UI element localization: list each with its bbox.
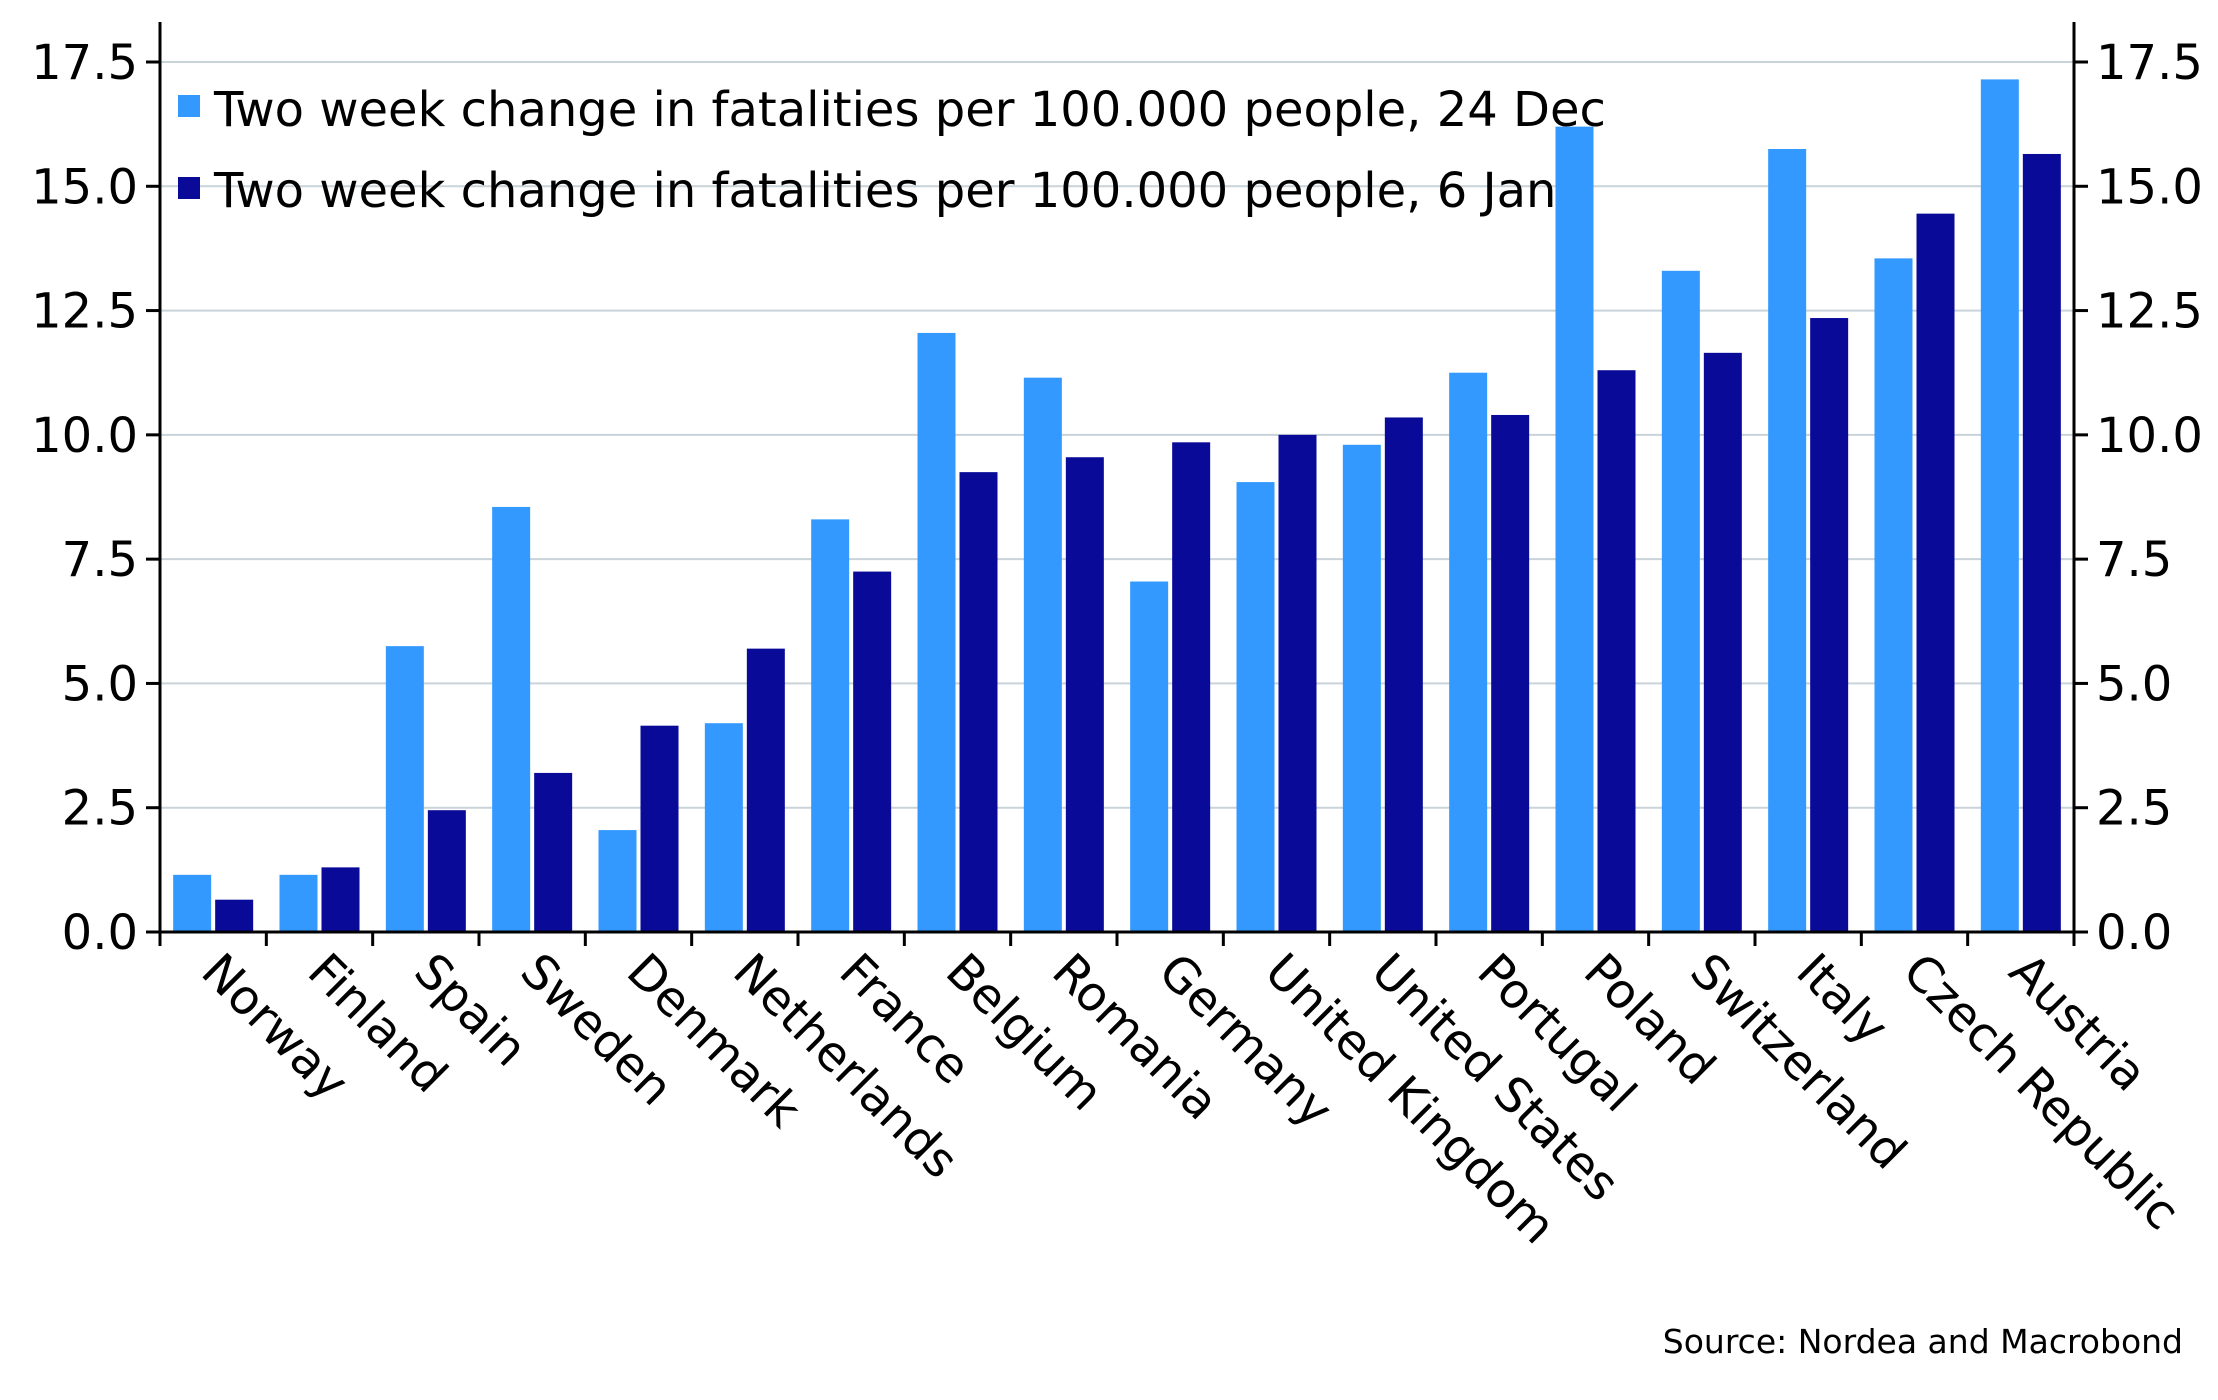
y-axis-left-ticks: 0.0 2.5 5.0 7.5 10.0 12.5 15.0 17.5 xyxy=(31,35,160,961)
bar-2-poland xyxy=(1597,370,1636,932)
bar-2-netherlands xyxy=(746,648,785,932)
legend-swatch-series-2 xyxy=(178,177,200,199)
bar-1-united-kingdom xyxy=(1236,482,1275,932)
bar-1-switzerland xyxy=(1661,270,1700,932)
bar-1-italy xyxy=(1768,149,1807,932)
bar-2-switzerland xyxy=(1703,352,1742,932)
y-tick-label-right: 10.0 xyxy=(2096,408,2203,464)
legend-swatch-series-1 xyxy=(178,95,200,117)
bar-1-united-states xyxy=(1342,444,1381,932)
bar-2-finland xyxy=(321,867,360,932)
bar-1-sweden xyxy=(492,506,531,932)
bar-1-belgium xyxy=(917,332,956,932)
bar-1-poland xyxy=(1555,126,1594,933)
bar-1-france xyxy=(811,519,850,932)
bar-1-romania xyxy=(1023,377,1062,933)
bar-2-portugal xyxy=(1491,414,1530,932)
bar-1-norway xyxy=(173,874,212,932)
bar-1-spain xyxy=(385,646,424,932)
y-tick-label-left: 2.5 xyxy=(62,781,138,837)
bar-1-portugal xyxy=(1449,372,1488,932)
y-tick-label-left: 10.0 xyxy=(31,408,138,464)
bar-2-norway xyxy=(215,899,254,932)
axes xyxy=(158,22,2076,946)
y-tick-label-right: 17.5 xyxy=(2096,35,2203,91)
bar-1-netherlands xyxy=(704,723,743,932)
bar-1-czech-republic xyxy=(1874,258,1913,932)
bar-2-romania xyxy=(1065,457,1104,932)
legend-label-series-1: Two week change in fatalities per 100.00… xyxy=(213,82,1606,138)
bar-2-united-kingdom xyxy=(1278,434,1317,932)
bar-2-sweden xyxy=(534,772,573,932)
y-tick-label-left: 17.5 xyxy=(31,35,138,91)
bar-1-finland xyxy=(279,874,318,932)
y-axis-right-ticks: 0.0 2.5 5.0 7.5 10.0 12.5 15.0 17.5 xyxy=(2074,35,2203,961)
y-tick-label-right: 7.5 xyxy=(2096,532,2172,588)
y-tick-label-left: 0.0 xyxy=(62,905,138,961)
y-tick-label-right: 2.5 xyxy=(2096,781,2172,837)
bar-2-czech-republic xyxy=(1916,213,1955,933)
bar-2-belgium xyxy=(959,472,998,932)
bar-1-austria xyxy=(1980,79,2019,932)
bars xyxy=(173,79,2061,933)
y-tick-label-left: 12.5 xyxy=(31,284,138,340)
bar-2-denmark xyxy=(640,725,679,932)
y-tick-label-left: 15.0 xyxy=(31,159,138,215)
y-tick-label-right: 5.0 xyxy=(2096,656,2172,712)
source-note: Source: Nordea and Macrobond xyxy=(1663,1322,2183,1361)
bar-2-united-states xyxy=(1384,417,1423,932)
y-tick-label-right: 15.0 xyxy=(2096,159,2203,215)
bar-2-spain xyxy=(427,810,466,932)
legend: Two week change in fatalities per 100.00… xyxy=(178,82,1606,219)
bar-1-germany xyxy=(1130,581,1169,932)
y-tick-label-left: 5.0 xyxy=(62,656,138,712)
bar-2-france xyxy=(853,571,892,932)
legend-label-series-2: Two week change in fatalities per 100.00… xyxy=(213,163,1556,219)
y-tick-label-right: 12.5 xyxy=(2096,284,2203,340)
gridlines xyxy=(160,61,2074,809)
bar-2-austria xyxy=(2022,153,2061,932)
bar-2-italy xyxy=(1810,318,1849,932)
x-axis-category-labels: NorwayFinlandSpainSwedenDenmarkNetherlan… xyxy=(191,943,2190,1255)
bar-1-denmark xyxy=(598,830,637,932)
bar-2-germany xyxy=(1172,442,1211,932)
y-tick-label-right: 0.0 xyxy=(2096,905,2172,961)
y-tick-label-left: 7.5 xyxy=(62,532,138,588)
